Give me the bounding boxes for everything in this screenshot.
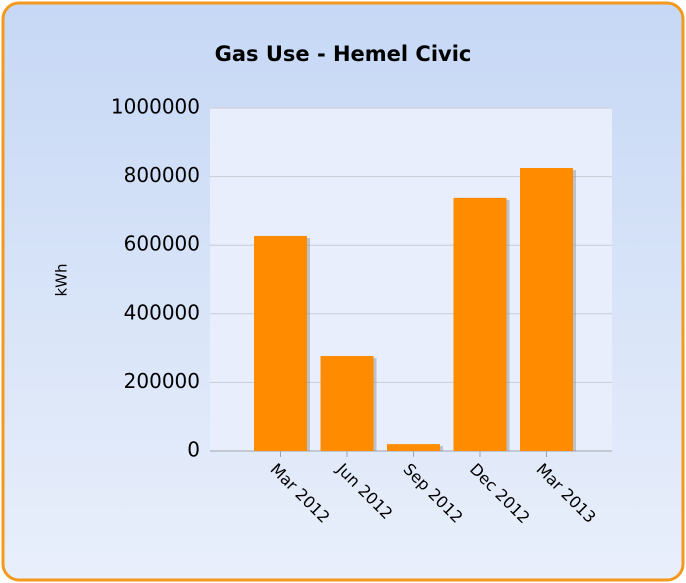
- y-tick-label: 600000: [124, 232, 200, 256]
- y-tick-label: 1000000: [111, 95, 200, 119]
- y-tick-label: 400000: [124, 300, 200, 324]
- chart-title: Gas Use - Hemel Civic: [215, 42, 472, 66]
- y-tick-label: 0: [187, 438, 200, 462]
- bar: [453, 197, 507, 451]
- y-tick-label: 200000: [124, 369, 200, 393]
- y-axis-label: kWh: [53, 263, 71, 296]
- bar: [254, 235, 307, 451]
- bar: [520, 168, 573, 451]
- y-tick-label: 800000: [124, 163, 200, 187]
- bar: [387, 444, 440, 451]
- bar: [320, 355, 374, 451]
